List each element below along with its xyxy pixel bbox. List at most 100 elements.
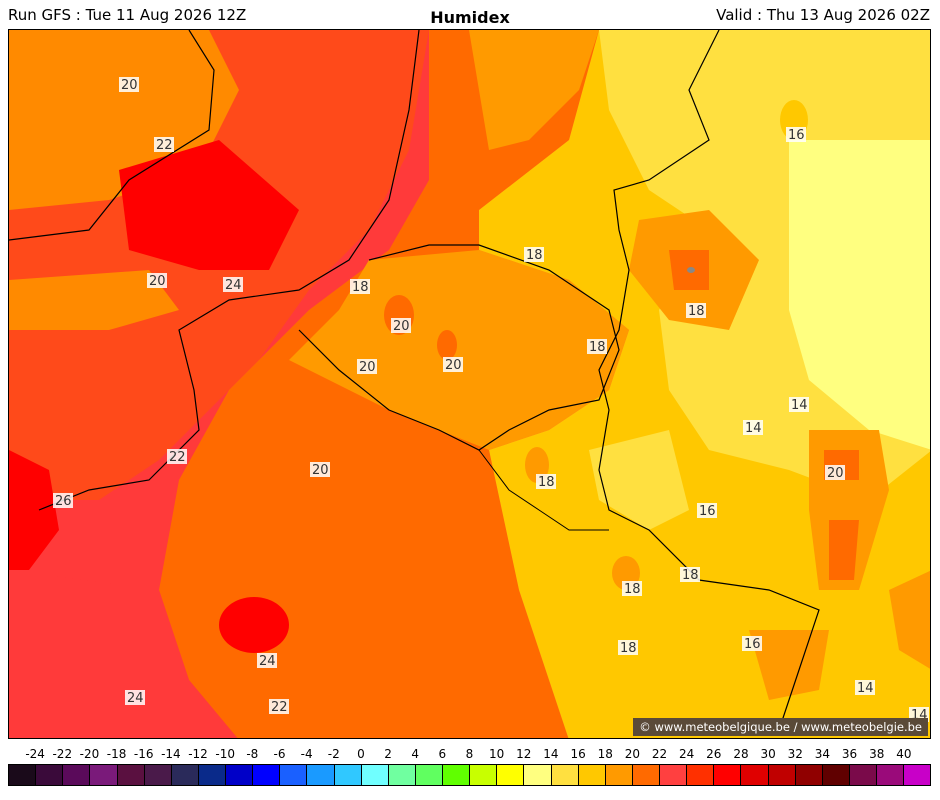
- contour-label-bg: [257, 653, 277, 668]
- scale-swatch: [63, 765, 91, 785]
- zone-22-24-sw: [9, 570, 238, 738]
- contour-label-bg: [789, 397, 809, 412]
- scale-swatch: [334, 765, 362, 785]
- scale-tick: 10: [489, 747, 505, 761]
- scale-tick: -8: [246, 747, 259, 761]
- scale-tick: -22: [52, 747, 73, 761]
- contour-label-bg: [622, 581, 642, 596]
- contour-label-bg: [742, 636, 762, 651]
- scale-swatch: [551, 765, 579, 785]
- contour-label: 18: [624, 582, 641, 597]
- contour-label: 16: [788, 128, 805, 143]
- scale-tick: 20: [624, 747, 641, 761]
- scale-swatch: [117, 765, 145, 785]
- contour-label-bg: [524, 247, 544, 262]
- scale-swatch: [388, 765, 416, 785]
- border-belgium: [298, 244, 620, 451]
- contour-label-bg: [119, 77, 139, 92]
- contour-label-bg: [697, 503, 717, 518]
- contour-label: 24: [225, 278, 242, 293]
- scale-swatch: [741, 765, 769, 785]
- contour-label: 20: [359, 360, 376, 375]
- contour-label-bg: [53, 493, 73, 508]
- coastline-uk: [9, 30, 215, 241]
- scale-tick: 40: [896, 747, 912, 761]
- contour-label: 22: [271, 700, 288, 715]
- scale-swatch: [849, 765, 877, 785]
- scale-tick: 36: [841, 747, 858, 761]
- scale-tick: -12: [188, 747, 208, 761]
- contour-label: 20: [445, 358, 462, 373]
- scale-swatch: [253, 765, 281, 785]
- scale-tick-labels: -24 -22 -20 -18 -16 -14 -12 -10 -8 -6 -4 -2 0 2 4 6 8 10 1…: [8, 747, 931, 763]
- scale-tick: 6: [438, 747, 447, 761]
- scale-swatch: [36, 765, 64, 785]
- contour-label-bg: [147, 273, 167, 288]
- contour-label: 26: [55, 494, 72, 509]
- scale-tick: 32: [787, 747, 803, 761]
- zone-26: [9, 450, 59, 570]
- contour-label-bg: [391, 318, 411, 333]
- zone-16-mid: [589, 430, 689, 530]
- scale-tick: 18: [597, 747, 613, 761]
- scale-tick: -4: [300, 747, 313, 761]
- scale-swatch: [632, 765, 660, 785]
- contour-label: 14: [745, 421, 762, 436]
- contour-label-bg: [125, 690, 145, 705]
- credit-label: © www.meteobelgique.be / www.meteobelgie…: [633, 718, 928, 736]
- scale-swatch: [605, 765, 633, 785]
- contour-label: 18: [688, 304, 705, 319]
- scale-tick: 22: [651, 747, 668, 761]
- zone-18-patch-5: [889, 570, 930, 669]
- contour-label: 18: [352, 280, 369, 295]
- contour-label: 20: [827, 466, 844, 481]
- scale-swatch: [144, 765, 172, 785]
- scale-tick: -18: [106, 747, 127, 761]
- humidex-map: 20 22 24 20 18 20 20 20 18 18 18 14 14 16 16 22 20 26 18 20…: [8, 29, 931, 739]
- contour-label: 18: [589, 340, 606, 355]
- scale-tick: 30: [760, 747, 776, 761]
- contour-label: 16: [744, 637, 761, 652]
- contour-label: 24: [127, 691, 144, 706]
- scale-swatch: [9, 765, 37, 785]
- zone-24-sw: [219, 597, 289, 653]
- scale-swatch: [524, 765, 552, 785]
- coastline-france: [38, 30, 420, 511]
- zone-14-east: [789, 140, 930, 450]
- contour-label: 20: [312, 463, 329, 478]
- contour-label: 20: [393, 319, 410, 334]
- color-scale-bar: [8, 764, 931, 786]
- scale-tick: -2: [327, 747, 340, 761]
- zone-18-patch-4: [749, 630, 829, 700]
- contour-label: 18: [526, 248, 543, 263]
- scale-swatch: [660, 765, 688, 785]
- scale-swatch: [795, 765, 823, 785]
- scale-swatch: [877, 765, 905, 785]
- contour-label: 14: [857, 681, 874, 696]
- contour-label-bg: [680, 567, 700, 582]
- border-germany: [598, 30, 820, 731]
- scale-swatch: [415, 765, 443, 785]
- scale-tick: 24: [679, 747, 695, 761]
- scale-swatch: [280, 765, 308, 785]
- contour-label: 20: [121, 78, 138, 93]
- scale-tick: 26: [706, 747, 722, 761]
- run-label: Run GFS : Tue 11 Aug 2026 12Z: [8, 6, 247, 24]
- contour-label-bg: [786, 127, 806, 142]
- contour-label: 18: [620, 641, 637, 656]
- contour-label: 18: [538, 475, 555, 490]
- contour-label: 20: [149, 274, 166, 289]
- scale-tick: 38: [869, 747, 885, 761]
- zone-20-west: [9, 270, 179, 330]
- contour-label-bg: [825, 465, 845, 480]
- contour-label-bg: [743, 420, 763, 435]
- scale-swatch: [361, 765, 389, 785]
- lake-marker: [687, 267, 695, 273]
- scale-tick: -6: [273, 747, 286, 761]
- scale-swatch: [578, 765, 606, 785]
- map-title: Humidex: [430, 8, 510, 27]
- scale-swatch: [822, 765, 850, 785]
- contour-label-bg: [443, 357, 463, 372]
- contour-label-bg: [167, 449, 187, 464]
- contour-label-bg: [350, 279, 370, 294]
